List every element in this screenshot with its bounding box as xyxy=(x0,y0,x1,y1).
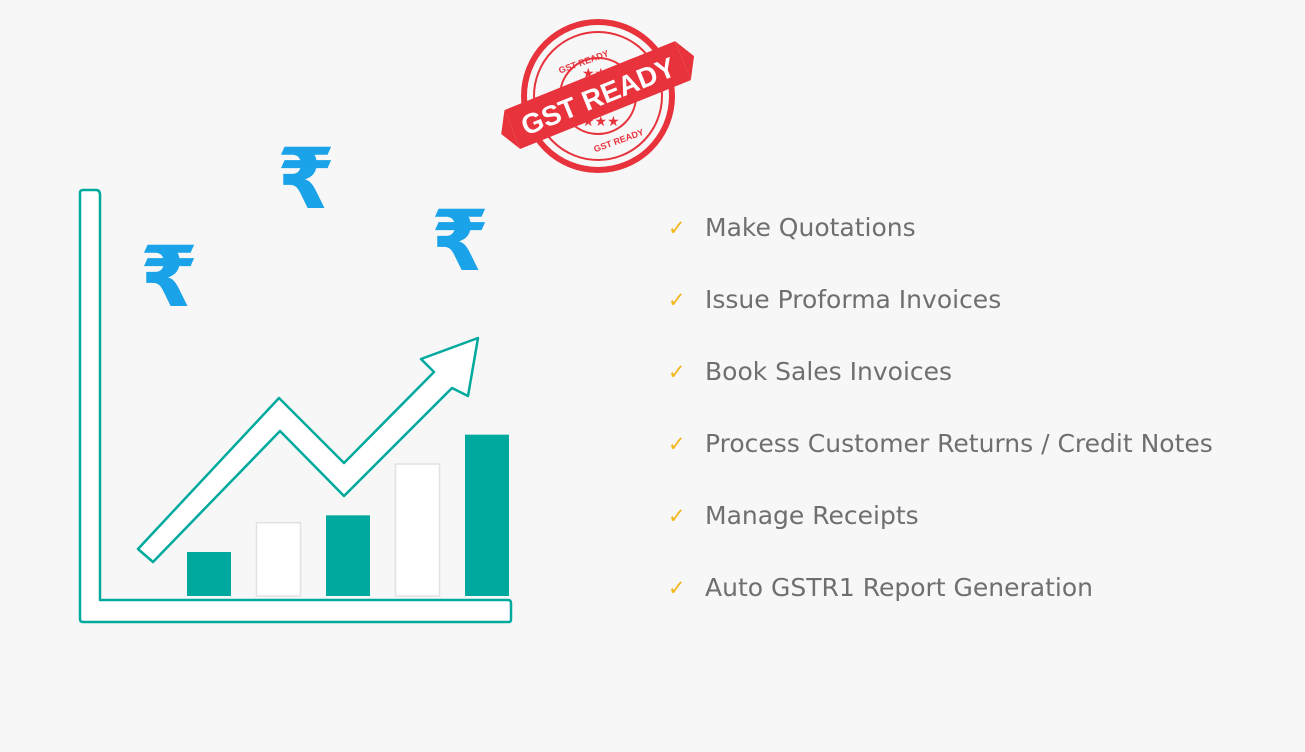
gst-ready-stamp: GST READY ★★★ ★★★ GST READY GST READY xyxy=(501,19,695,173)
feature-label: Manage Receipts xyxy=(705,501,919,530)
feature-item: ✓ Make Quotations xyxy=(668,208,1213,280)
feature-item: ✓ Manage Receipts xyxy=(668,496,1213,568)
rupee-icon: ₹ xyxy=(140,228,198,326)
trend-arrow-icon xyxy=(136,336,480,564)
checkmark-icon: ✓ xyxy=(668,216,686,240)
feature-list: ✓ Make Quotations ✓ Issue Proforma Invoices… xyxy=(668,208,1213,640)
stamp-ring-text: GST READY xyxy=(592,127,645,154)
feature-item: ✓ Auto GSTR1 Report Generation xyxy=(668,568,1213,640)
checkmark-icon: ✓ xyxy=(668,432,686,456)
rupee-icon: ₹ xyxy=(431,192,489,290)
feature-item: ✓ Issue Proforma Invoices xyxy=(668,280,1213,352)
feature-item: ✓ Book Sales Invoices xyxy=(668,352,1213,424)
chart-bars xyxy=(187,434,509,597)
checkmark-icon: ✓ xyxy=(668,288,686,312)
rupee-icon: ₹ xyxy=(277,130,335,228)
stamp-banner xyxy=(504,41,691,150)
chart-bar xyxy=(326,515,370,596)
feature-label: Process Customer Returns / Credit Notes xyxy=(705,429,1213,458)
checkmark-icon: ✓ xyxy=(668,576,686,600)
feature-label: Auto GSTR1 Report Generation xyxy=(705,573,1094,602)
checkmark-icon: ✓ xyxy=(668,360,686,384)
chart-bar xyxy=(394,463,441,597)
feature-item: ✓ Process Customer Returns / Credit Notes xyxy=(668,424,1213,496)
chart-axes xyxy=(78,188,513,624)
chart-bar xyxy=(187,552,231,596)
feature-label: Book Sales Invoices xyxy=(705,357,953,386)
feature-label: Make Quotations xyxy=(705,213,916,242)
chart-bar xyxy=(465,434,509,596)
checkmark-icon: ✓ xyxy=(668,504,686,528)
feature-label: Issue Proforma Invoices xyxy=(705,285,1002,314)
chart-bar xyxy=(255,521,302,597)
